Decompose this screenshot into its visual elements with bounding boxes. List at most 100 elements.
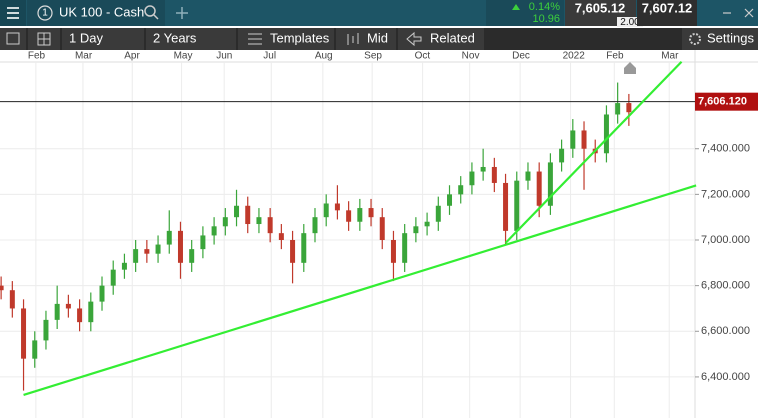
candle-body xyxy=(323,203,329,218)
buy-button[interactable] xyxy=(637,0,697,26)
x-tick-label: Sep xyxy=(364,51,382,62)
range: 2 Years xyxy=(153,30,197,45)
window-icons[interactable] xyxy=(723,8,754,18)
candle-body xyxy=(626,103,632,113)
price-tag-label: 7,606.120 xyxy=(698,96,747,108)
candle-body xyxy=(346,210,352,222)
candle-body xyxy=(458,185,464,195)
candle-body xyxy=(9,290,15,309)
candle-body xyxy=(581,130,587,149)
settings: Settings xyxy=(707,30,754,45)
x-tick-label: May xyxy=(174,51,193,62)
candle-body xyxy=(514,180,520,231)
y-tick-label: 6,800.000 xyxy=(701,280,750,292)
trendline xyxy=(504,61,683,244)
search-icon[interactable] xyxy=(144,5,156,17)
candle-body xyxy=(211,226,217,236)
range-button[interactable] xyxy=(146,28,236,50)
candle-body xyxy=(312,217,318,234)
add-tab[interactable] xyxy=(176,7,188,19)
candle-body xyxy=(491,166,497,183)
candle-body xyxy=(413,226,419,234)
candle-body xyxy=(570,130,576,149)
related: Related xyxy=(430,30,475,45)
candle-body xyxy=(256,217,262,225)
price-type-button[interactable] xyxy=(336,28,396,50)
interval: 1 Day xyxy=(69,30,103,45)
candle-body xyxy=(357,208,363,222)
templates: Templates xyxy=(270,30,330,45)
related-button[interactable] xyxy=(398,28,484,50)
x-tick-label: Jun xyxy=(216,51,232,62)
y-tick-label: 7,200.000 xyxy=(701,188,750,200)
candle-body xyxy=(503,182,509,231)
change-box xyxy=(486,0,564,26)
y-tick-label: 6,600.000 xyxy=(701,325,750,337)
instrument-name: UK 100 - Cash xyxy=(59,4,144,19)
candle-body xyxy=(121,262,127,270)
buy-price: 7,607.12 xyxy=(642,0,693,15)
candle-body xyxy=(99,285,105,302)
candle-body xyxy=(189,249,195,263)
time-axis xyxy=(0,50,758,62)
price-type: Mid xyxy=(367,30,388,45)
candle-body xyxy=(222,217,228,227)
instrument-tab[interactable] xyxy=(27,0,165,26)
x-tick-label: Jul xyxy=(263,51,276,62)
candle-body xyxy=(144,249,150,254)
x-tick-label: Oct xyxy=(415,51,431,62)
candle-body xyxy=(65,303,71,309)
candle-body xyxy=(133,249,139,263)
settings-button[interactable] xyxy=(682,28,758,50)
plot: Feb Mar Apr May Jun Jul Aug Sep Oct Nov Dec 2022 Feb… xyxy=(0,51,758,418)
candle-body xyxy=(547,162,553,206)
candle-body xyxy=(379,217,385,240)
y-tick-label: 7,000.000 xyxy=(701,234,750,246)
sidebar-toggle[interactable] xyxy=(0,28,26,50)
candle-body xyxy=(424,221,430,227)
candle-body xyxy=(603,114,609,154)
candle-body xyxy=(77,308,83,323)
candle-body xyxy=(32,340,38,359)
candle-body xyxy=(290,240,296,263)
candle-body xyxy=(234,205,240,218)
x-tick-label: Nov xyxy=(462,51,480,62)
y-tick-label: 6,400.000 xyxy=(701,371,750,383)
y-tick-label: 7,400.000 xyxy=(701,143,750,155)
candle-body xyxy=(615,103,621,115)
x-tick-label: Feb xyxy=(606,51,624,62)
candle-body xyxy=(435,205,441,222)
marker-icon[interactable] xyxy=(624,62,636,74)
spread: 2.00 xyxy=(620,17,640,28)
candle-body xyxy=(21,308,27,359)
candle-body xyxy=(278,233,284,240)
candle-body xyxy=(559,148,565,163)
candle-body xyxy=(88,301,94,323)
number-badge xyxy=(37,5,53,21)
candle-body xyxy=(200,235,206,250)
candle-body xyxy=(368,208,374,218)
x-tick-label: Aug xyxy=(315,51,333,62)
candle-body xyxy=(54,303,60,320)
x-tick-label: Mar xyxy=(661,51,679,62)
sell-price: 7,605.12 xyxy=(575,0,626,15)
candle-body xyxy=(447,194,453,206)
candle-body xyxy=(480,166,486,172)
instrument-number: 1 xyxy=(42,8,48,19)
candle-body xyxy=(390,240,396,263)
candle-body xyxy=(334,203,340,211)
x-tick-label: 2022 xyxy=(563,51,586,62)
candle-body xyxy=(155,244,161,254)
candle-body xyxy=(245,205,251,225)
x-tick-label: Apr xyxy=(124,51,140,62)
candle-body xyxy=(110,269,116,286)
candle-body xyxy=(166,230,172,245)
candle-body xyxy=(469,171,475,186)
x-tick-label: Dec xyxy=(512,51,530,62)
change-points: 10.96 xyxy=(532,13,560,25)
trendline xyxy=(23,184,697,397)
candle-body xyxy=(536,171,542,206)
interval-button[interactable] xyxy=(62,28,144,50)
